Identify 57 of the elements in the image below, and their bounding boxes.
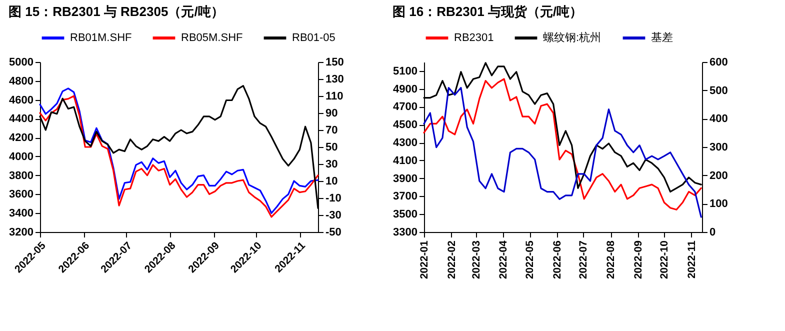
y-tick-label: 4200	[9, 132, 34, 144]
x-tick-label: 2022-06	[551, 240, 564, 280]
y-tick-label: 3600	[9, 188, 34, 201]
y2-tick-label: 100	[710, 198, 728, 210]
y2-tick-label: 110	[326, 90, 344, 102]
x-tick-label: 2022-03	[470, 240, 482, 280]
y2-tick-label: 30	[326, 158, 338, 170]
y-tick-label: 5000	[9, 56, 34, 68]
y-tick-label: 5100	[393, 65, 418, 78]
y-tick-label: 4100	[393, 154, 418, 167]
chart-title: 图 16：RB2301 与现货（元/吨）	[392, 4, 583, 19]
y2-tick-label: -10	[326, 192, 342, 204]
y-tick-label: 4600	[9, 94, 34, 106]
x-tick-label: 2022-02	[446, 240, 458, 280]
y-tick-label: 4900	[393, 83, 418, 96]
y-tick-label: 3400	[9, 208, 34, 220]
y2-tick-label: 10	[326, 176, 338, 188]
legend-label: RB05M.SHF	[181, 32, 244, 44]
legend-label: 基差	[651, 31, 673, 44]
legend-label: RB2301	[454, 32, 494, 44]
y-tick-label: 4700	[393, 101, 418, 114]
y2-tick-label: 400	[710, 113, 728, 126]
y-tick-label: 3300	[393, 226, 418, 238]
y2-tick-label: -50	[326, 226, 342, 238]
y-tick-label: 4400	[9, 113, 34, 126]
chart-title: 图 15：RB2301 与 RB2305（元/吨）	[8, 4, 224, 19]
y-tick-label: 3900	[393, 172, 418, 185]
y2-tick-label: 200	[710, 170, 728, 182]
x-tick-label: 2022-11	[686, 240, 698, 278]
y2-tick-label: 300	[710, 142, 728, 154]
y2-tick-label: 600	[710, 56, 728, 68]
legend-label: RB01-05	[292, 32, 336, 44]
legend-label: RB01M.SHF	[70, 32, 132, 44]
y-tick-label: 3700	[393, 190, 418, 203]
y2-tick-label: 130	[326, 74, 344, 86]
y2-tick-label: 90	[326, 108, 338, 120]
x-tick-label: 2022-08	[605, 240, 618, 280]
y2-tick-label: 70	[326, 124, 338, 136]
y2-tick-label: -30	[326, 210, 342, 222]
y2-tick-label: 50	[326, 142, 338, 154]
y-tick-label: 3800	[9, 170, 34, 182]
x-tick-label: 2022-01	[418, 240, 430, 280]
y-tick-label: 4300	[393, 137, 418, 150]
x-tick-label: 2022-07	[578, 240, 590, 280]
y2-tick-label: 500	[710, 84, 728, 97]
x-tick-label: 2022-10	[658, 240, 671, 280]
y-tick-label: 3200	[9, 226, 34, 238]
y-tick-label: 4000	[9, 150, 34, 163]
x-tick-label: 2022-05	[524, 240, 536, 280]
y-tick-label: 4800	[9, 75, 34, 88]
legend-label: 螺纹钢:杭州	[543, 31, 602, 44]
y-tick-label: 3500	[393, 208, 418, 221]
y-tick-label: 4500	[393, 119, 418, 132]
x-tick-label: 2022-04	[498, 240, 510, 280]
y2-tick-label: 150	[326, 56, 344, 68]
x-tick-label: 2022-09	[632, 240, 644, 280]
y2-tick-label: 0	[710, 226, 716, 238]
